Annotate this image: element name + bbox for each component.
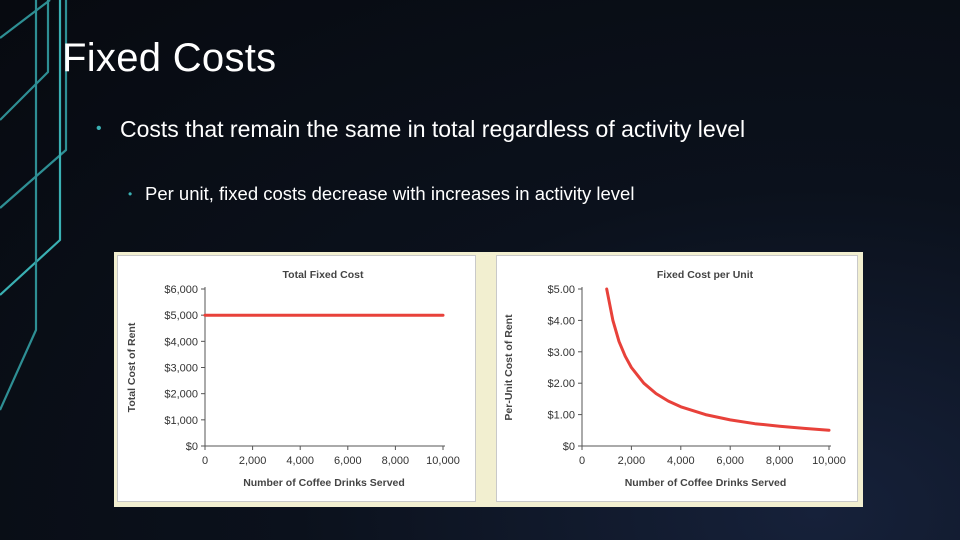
slide-title: Fixed Costs	[62, 36, 277, 80]
bullet-marker: •	[96, 120, 102, 137]
y-tick-label: $6,000	[164, 284, 198, 296]
x-axis-label: Number of Coffee Drinks Served	[243, 477, 405, 489]
x-tick-label: 10,000	[812, 455, 846, 467]
fixed-cost-per-unit-plot: Fixed Cost per Unit $0 $1.00 $2.00 $3.00 $4.0…	[503, 269, 846, 489]
x-tick-label: 8,000	[766, 455, 794, 467]
y-tick-label: $1,000	[164, 415, 198, 427]
y-tick-label: $4,000	[164, 336, 198, 348]
bullet-marker: •	[128, 187, 133, 201]
bullet-point-1: • Costs that remain the same in total re…	[96, 114, 796, 144]
y-tick-label: $0	[186, 441, 198, 453]
x-tick-label: 8,000	[382, 455, 410, 467]
y-axis-label: Per-Unit Cost of Rent	[503, 314, 515, 421]
series-line	[605, 287, 831, 432]
chart-title: Fixed Cost per Unit	[657, 269, 754, 281]
y-tick-label: $3,000	[164, 363, 198, 375]
y-axis-label: Total Cost of Rent	[126, 322, 138, 412]
x-tick-label: 6,000	[334, 455, 362, 467]
fixed-cost-per-unit-chart: Fixed Cost per Unit $0 $1.00 $2.00 $3.00 $4.0…	[496, 255, 858, 502]
bullet-point-2: • Per unit, fixed costs decrease with in…	[128, 182, 828, 206]
y-tick-label: $3.00	[547, 347, 575, 359]
total-fixed-cost-plot: Total Fixed Cost $0 $1,000 $2,000 $3,000 $4,0…	[126, 269, 460, 489]
x-tick-label: 2,000	[239, 455, 267, 467]
x-tick-label: 4,000	[286, 455, 314, 467]
y-tick-label: $5.00	[547, 284, 575, 296]
x-tick-label: 10,000	[426, 455, 460, 467]
decorative-teal-lines	[0, 0, 68, 411]
x-tick-label: 4,000	[667, 455, 695, 467]
y-tick-label: $4.00	[547, 315, 575, 327]
cost-charts-figure: Total Fixed Cost $0 $1,000 $2,000 $3,000 $4,0…	[114, 252, 863, 507]
y-tick-label: $2.00	[547, 378, 575, 390]
chart-title: Total Fixed Cost	[283, 269, 364, 281]
x-tick-label: 6,000	[716, 455, 744, 467]
y-tick-label: $5,000	[164, 310, 198, 322]
bullet-1-text: Costs that remain the same in total rega…	[120, 116, 746, 142]
bullet-2-text: Per unit, fixed costs decrease with incr…	[145, 183, 635, 204]
x-tick-label: 0	[202, 455, 208, 467]
y-tick-label: $0	[563, 441, 575, 453]
x-tick-label: 0	[579, 455, 585, 467]
y-tick-label: $1.00	[547, 410, 575, 422]
x-tick-label: 2,000	[618, 455, 646, 467]
y-tick-label: $2,000	[164, 389, 198, 401]
x-axis-label: Number of Coffee Drinks Served	[625, 477, 787, 489]
total-fixed-cost-chart: Total Fixed Cost $0 $1,000 $2,000 $3,000 $4,0…	[117, 255, 476, 502]
